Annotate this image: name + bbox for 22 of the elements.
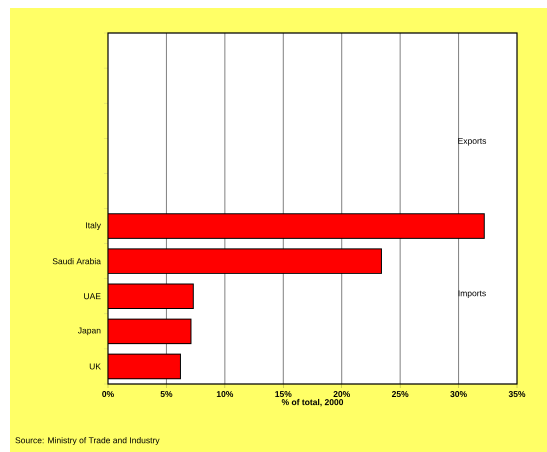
bar xyxy=(108,354,181,380)
bar xyxy=(108,248,382,274)
x-tick-label: 0% xyxy=(102,391,114,398)
annotation: Imports xyxy=(458,290,486,298)
x-tick-label: 25% xyxy=(392,391,408,398)
bar xyxy=(108,318,192,344)
y-tick-label: Italy xyxy=(86,222,101,230)
x-tick-label: 5% xyxy=(160,391,172,398)
y-tick-label: UK xyxy=(90,363,101,370)
bar xyxy=(108,283,194,310)
y-tick-label: UAE xyxy=(84,293,101,300)
annotation: Exports xyxy=(458,138,486,146)
y-tick-label: Saudi Arabia xyxy=(52,258,101,264)
x-axis-title: % of total, 2000 xyxy=(282,398,344,406)
x-tick-label: 20% xyxy=(334,391,350,398)
x-tick-label: 15% xyxy=(275,391,292,398)
bar xyxy=(108,213,485,239)
x-tick-label: 30% xyxy=(450,391,467,398)
x-tick-label: 10% xyxy=(216,391,234,398)
y-tick-label: Japan xyxy=(78,328,100,336)
x-tick-label: 35% xyxy=(508,391,526,398)
source-note: Source: Ministry of Trade and Industry xyxy=(15,437,160,445)
